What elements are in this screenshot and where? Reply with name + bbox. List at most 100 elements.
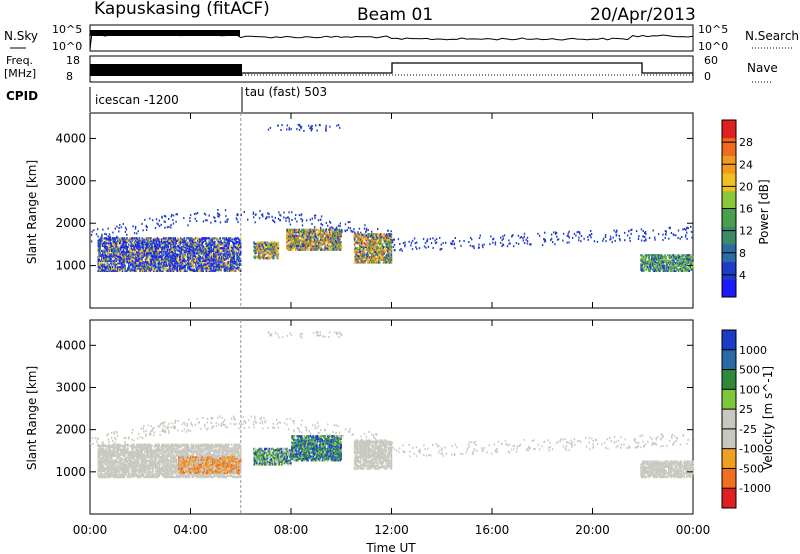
echo-cell <box>640 254 642 257</box>
echo-cell <box>213 246 216 249</box>
echo-cell <box>664 259 666 262</box>
echo-cell <box>276 250 279 253</box>
echo-cell <box>187 244 189 247</box>
echo-cell <box>137 237 140 240</box>
echo-cell <box>215 253 218 256</box>
echo-cell <box>221 242 223 245</box>
echo-cell <box>171 257 174 260</box>
echo-cell <box>102 269 104 272</box>
echo-cell <box>310 241 313 244</box>
echo-cell <box>164 266 167 269</box>
echo-cell <box>165 258 168 261</box>
echo-cell <box>313 247 316 250</box>
echo-cell <box>593 240 596 243</box>
echo-cell <box>212 243 214 246</box>
echo-cell <box>382 258 385 261</box>
echo-cell <box>133 252 135 255</box>
echo-cell <box>373 254 376 258</box>
echo-cell <box>661 265 664 269</box>
echo-cell <box>139 262 142 265</box>
echo-cell <box>353 251 356 254</box>
echo-cell <box>150 256 152 259</box>
echo-cell <box>678 262 681 265</box>
echo-cell <box>180 249 183 252</box>
echo-cell <box>168 267 170 270</box>
echo-cell <box>157 258 160 261</box>
echo-cell <box>161 239 163 242</box>
echo-cell <box>390 236 393 240</box>
echo-cell <box>368 247 370 250</box>
echo-cell <box>218 259 220 262</box>
echo-cell <box>198 251 201 254</box>
echo-cell <box>331 244 333 248</box>
echo-cell <box>324 239 326 243</box>
echo-cell <box>97 453 100 456</box>
echo-cell <box>660 264 663 267</box>
echo-cell <box>106 269 109 272</box>
echo-cell <box>178 253 180 256</box>
echo-cell <box>259 242 262 245</box>
echo-cell <box>237 243 239 246</box>
echo-cell <box>187 224 189 227</box>
echo-cell <box>378 260 380 263</box>
echo-cell <box>364 257 367 260</box>
echo-cell <box>659 265 661 269</box>
echo-cell <box>99 244 101 247</box>
echo-cell <box>153 249 155 252</box>
echo-cell <box>203 264 205 267</box>
echo-cell <box>338 241 341 244</box>
echo-cell <box>360 252 362 255</box>
echo-cell <box>235 249 237 252</box>
echo-cell <box>131 261 134 264</box>
echo-cell <box>368 233 370 236</box>
echo-cell <box>100 476 102 479</box>
echo-cell <box>168 252 170 255</box>
echo-cell <box>361 252 364 255</box>
echo-cell <box>369 256 371 259</box>
echo-cell <box>126 239 128 242</box>
echo-cell <box>228 269 230 272</box>
echo-cell <box>108 269 110 272</box>
echo-cell <box>208 237 211 240</box>
echo-cell <box>660 262 663 265</box>
echo-cell <box>140 244 143 247</box>
echo-cell <box>136 247 138 250</box>
echo-cell <box>118 230 120 233</box>
echo-cell <box>111 468 113 471</box>
echo-cell <box>629 239 631 242</box>
echo-cell <box>124 247 126 250</box>
echo-cell <box>340 231 342 234</box>
echo-cell <box>151 252 153 255</box>
echo-cell <box>213 268 215 271</box>
echo-cell <box>98 459 100 462</box>
echo-cell <box>337 236 340 239</box>
echo-cell <box>107 248 109 251</box>
echo-cell <box>111 463 114 466</box>
echo-cell <box>648 262 650 265</box>
echo-cell <box>136 243 139 246</box>
echo-cell <box>298 228 301 231</box>
echo-cell <box>237 266 239 269</box>
echo-cell <box>101 257 103 260</box>
echo-cell <box>117 256 119 259</box>
echo-cell <box>387 258 390 261</box>
echo-cell <box>320 231 323 234</box>
echo-cell <box>391 241 394 244</box>
echo-cell <box>113 476 116 479</box>
echo-cell <box>367 248 369 251</box>
echo-cell <box>205 244 208 247</box>
echo-cell <box>237 254 239 257</box>
echo-cell <box>111 466 113 469</box>
echo-cell <box>313 233 316 236</box>
echo-cell <box>162 251 165 254</box>
echo-cell <box>99 458 101 461</box>
echo-cell <box>302 243 305 246</box>
echo-cell <box>119 248 122 251</box>
echo-cell <box>124 269 126 272</box>
echo-cell <box>157 266 160 269</box>
echo-cell <box>336 234 339 238</box>
echo-cell <box>310 228 312 231</box>
echo-cell <box>355 252 358 255</box>
echo-cell <box>609 238 611 241</box>
echo-cell <box>223 257 226 260</box>
